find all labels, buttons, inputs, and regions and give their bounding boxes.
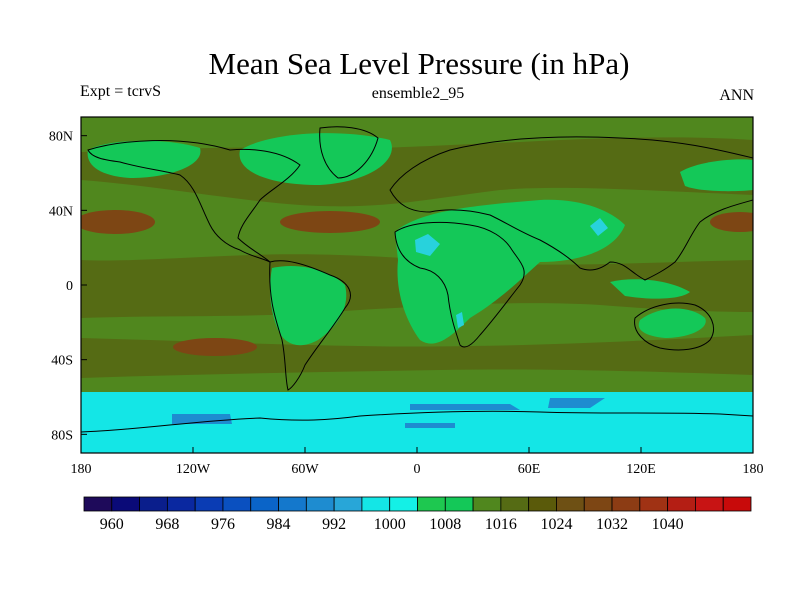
lon-tick-label: 180 (743, 462, 764, 477)
weddell-low (410, 404, 520, 410)
icelandic-low (239, 133, 392, 185)
colorbar-swatch (472, 496, 502, 512)
colorbar-swatch (417, 496, 446, 512)
lat-tick-label: 80S (51, 428, 73, 443)
colorbar-swatch (222, 496, 252, 512)
lat-tick-label: 40N (49, 204, 73, 219)
africa-coast (394, 221, 525, 348)
lon-tick-label: 0 (414, 462, 421, 477)
colorbar-swatch (333, 496, 363, 512)
colorbar-swatch (695, 496, 724, 512)
longitude-axis: 180 120W 60W 0 60E 120E 180 (71, 447, 764, 477)
colorbar-swatch (305, 496, 335, 512)
azores-high (280, 211, 380, 233)
experiment-label: Expt = tcrvS (80, 83, 162, 100)
lon-tick-label: 120W (176, 462, 211, 477)
colorbar-swatch (667, 496, 696, 512)
contour-1012-arctic (81, 117, 753, 152)
lat-tick-label: 40S (51, 354, 73, 369)
antarctica-coast (81, 410, 753, 433)
colorbar-swatch (639, 496, 669, 512)
colorbar-swatch (111, 496, 140, 512)
colorbar-swatch (583, 496, 613, 512)
lon-tick-label: 180 (71, 462, 92, 477)
colorbar-labels: 960 968 976 984 992 1000 1008 1016 1024 1032 1040 (100, 516, 684, 533)
lon-tick-label: 120E (626, 462, 656, 477)
colorbar-swatch (361, 496, 391, 512)
sahara-thermal-low (415, 234, 440, 256)
colorbar-label: 984 (267, 516, 291, 533)
north-america-coast (87, 140, 301, 263)
arabia-thermal-low (590, 218, 608, 236)
colorbar-label: 976 (211, 516, 235, 533)
asia-monsoon-low (610, 279, 690, 299)
map-title: Mean Sea Level Pressure (in hPa) (208, 46, 630, 81)
siberian-arctic-low (680, 159, 753, 192)
ensemble-label: ensemble2_95 (371, 85, 465, 102)
colorbar-swatch (611, 496, 641, 512)
colorbar-swatch (528, 496, 557, 512)
colorbar-label: 1040 (652, 516, 684, 533)
colorbar-swatch (500, 496, 530, 512)
north-pacific-high (81, 210, 155, 234)
colorbar-swatch (139, 496, 168, 512)
colorbar-swatch (389, 496, 418, 512)
north-africa-asia-low (395, 199, 625, 344)
colorbar-swatch (83, 496, 113, 512)
australia-coast (634, 302, 714, 351)
lon-tick-label: 60E (518, 462, 541, 477)
colorbar-swatch (250, 496, 279, 512)
colorbar-swatch (722, 496, 752, 512)
southern-africa-thermal-low (456, 312, 464, 328)
latitude-axis: 80N 40N 0 40S 80S (49, 130, 87, 443)
colorbar-label: 1016 (485, 516, 517, 533)
ross-sea-low (172, 414, 232, 424)
map-field (81, 117, 753, 453)
season-label: ANN (719, 87, 754, 104)
colorbar (83, 496, 752, 512)
lon-tick-label: 60W (291, 462, 319, 477)
south-america-low (270, 265, 347, 346)
colorbar-label: 992 (322, 516, 346, 533)
colorbar-swatch (556, 496, 585, 512)
colorbar-label: 1000 (374, 516, 406, 533)
colorbar-swatch (166, 496, 196, 512)
indian-ocean-low (548, 398, 605, 408)
south-pacific-high (173, 338, 257, 356)
colorbar-label: 960 (100, 516, 124, 533)
west-pacific-high (710, 212, 753, 232)
greenland-coast (319, 126, 379, 179)
eurasia-coast (389, 136, 753, 281)
colorbar-swatch (194, 496, 224, 512)
amundsen-low (405, 423, 455, 428)
lat-tick-label: 80N (49, 130, 73, 145)
colorbar-label: 1024 (540, 516, 572, 533)
colorbar-label: 1008 (429, 516, 461, 533)
lat-tick-label: 0 (66, 279, 73, 294)
aleutian-low (87, 140, 201, 178)
colorbar-swatch (278, 496, 307, 512)
contour-1012-southern-ocean (81, 369, 753, 392)
colorbar-label: 968 (155, 516, 179, 533)
colorbar-label: 1032 (596, 516, 628, 533)
coastlines (81, 126, 753, 433)
south-america-coast (269, 260, 351, 391)
colorbar-swatch (444, 496, 474, 512)
australia-low (638, 308, 706, 338)
